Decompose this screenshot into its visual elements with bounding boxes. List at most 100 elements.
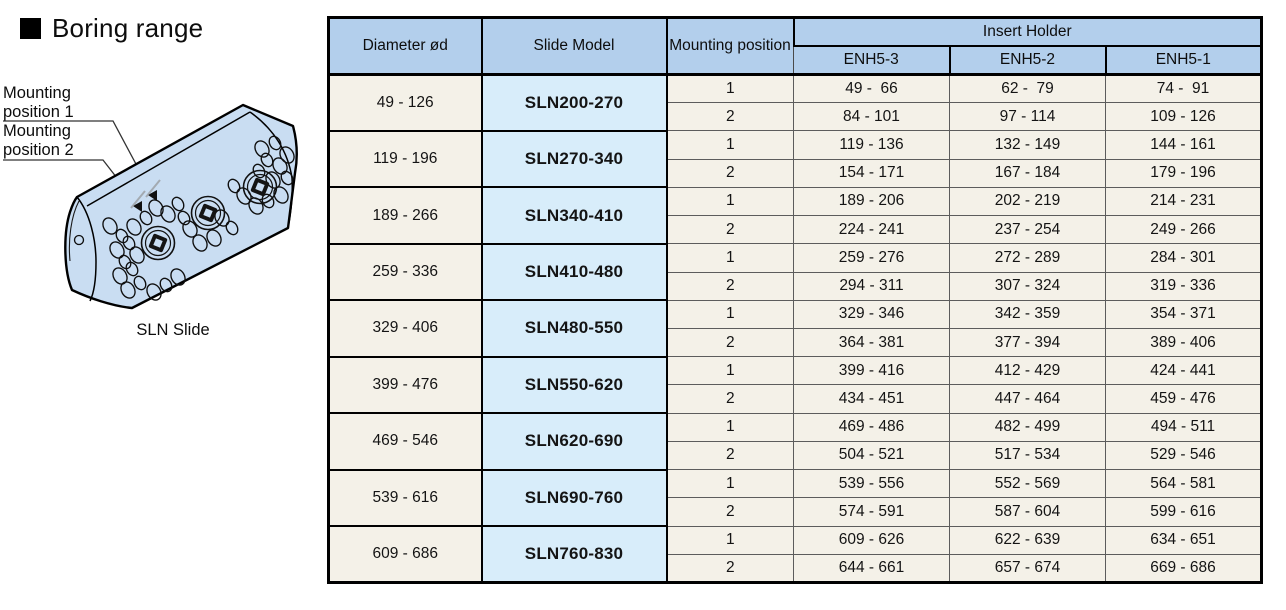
range-cell-enh5-1: 109 - 126: [1104, 102, 1263, 132]
range-cell-enh5-2: 377 - 394: [949, 327, 1106, 358]
marker-note-mark: [130, 190, 146, 209]
range-cell-enh5-1: 669 - 686: [1104, 553, 1263, 584]
slide-model-cell: SLN620-690: [481, 412, 668, 471]
range-cell-enh5-3: 644 - 661: [793, 553, 950, 584]
table-row: 2 644 - 661 657 - 674 669 - 686: [329, 553, 1263, 584]
table-row: 2 364 - 381 377 - 394 389 - 406: [329, 327, 1263, 358]
range-cell-enh5-1: 459 - 476: [1104, 384, 1263, 414]
range-cell-enh5-1: 179 - 196: [1104, 158, 1263, 188]
range-cell-enh5-2: 272 - 289: [949, 243, 1106, 273]
table-row: 399 - 476 SLN550-620 1 399 - 416 412 - 429 42…: [328, 355, 1263, 414]
insert-pockets-group: [140, 169, 278, 261]
range-cell-enh5-1: 494 - 511: [1104, 412, 1263, 442]
range-cell-enh5-3: 399 - 416: [793, 356, 950, 386]
range-cell-enh5-2: 447 - 464: [949, 384, 1106, 414]
range-cell-enh5-2: 412 - 429: [949, 356, 1106, 386]
mounting-position-cell: 1: [666, 525, 794, 555]
range-cell-enh5-2: 202 - 219: [949, 186, 1106, 217]
range-cell-enh5-1: 424 - 441: [1104, 356, 1263, 386]
section-title: Boring range: [20, 13, 203, 44]
diameter-cell: 259 - 336: [328, 242, 483, 301]
mounting-position-cell: 2: [666, 102, 794, 132]
range-cell-enh5-1: 74 - 91: [1104, 73, 1263, 104]
range-cell-enh5-3: 434 - 451: [793, 384, 950, 414]
range-cell-enh5-2: 657 - 674: [949, 553, 1106, 584]
end-cap-contour-line: [68, 200, 80, 262]
range-cell-enh5-3: 119 - 136: [793, 130, 950, 160]
insert-pocket: [242, 169, 278, 205]
range-cell-enh5-1: 284 - 301: [1104, 243, 1263, 273]
range-cell-enh5-2: 342 - 359: [949, 299, 1106, 329]
slide-model-cell: SLN340-410: [481, 186, 668, 245]
range-cell-enh5-3: 364 - 381: [793, 327, 950, 358]
marker-note-mark: [145, 179, 161, 198]
slide-model-cell: SLN200-270: [481, 73, 668, 132]
range-cell-enh5-3: 49 - 66: [793, 73, 950, 104]
table-row: 2 154 - 171 167 - 184 179 - 196: [329, 158, 1263, 188]
mounting-position-cell: 2: [666, 440, 794, 471]
range-cell-enh5-1: 144 - 161: [1104, 130, 1263, 160]
range-cell-enh5-1: 389 - 406: [1104, 327, 1263, 358]
slide-model-cell: SLN480-550: [481, 299, 668, 358]
diameter-cell: 539 - 616: [328, 468, 483, 527]
mounting-position-2-marker: [133, 201, 142, 212]
range-cell-enh5-2: 587 - 604: [949, 497, 1106, 527]
table-header: Diameter ød Slide Model Mounting positio…: [327, 16, 1263, 76]
range-cell-enh5-3: 504 - 521: [793, 440, 950, 471]
end-cap-edge-line: [76, 196, 97, 302]
diameter-cell: 329 - 406: [328, 299, 483, 358]
range-cell-enh5-1: 634 - 651: [1104, 525, 1263, 555]
mounting-position-cell: 1: [666, 469, 794, 499]
mounting-position-cell: 1: [666, 130, 794, 160]
range-cell-enh5-2: 62 - 79: [949, 73, 1106, 104]
range-cell-enh5-1: 599 - 616: [1104, 497, 1263, 527]
range-cell-enh5-2: 237 - 254: [949, 215, 1106, 245]
range-cell-enh5-1: 564 - 581: [1104, 469, 1263, 499]
mounting-position-2-label: Mounting position 2: [3, 122, 74, 159]
mounting-position-cell: 2: [666, 158, 794, 188]
range-cell-enh5-3: 189 - 206: [793, 186, 950, 217]
insert-pocket: [140, 225, 176, 261]
range-cell-enh5-2: 307 - 324: [949, 271, 1106, 301]
header-insert-holder: Insert Holder: [792, 16, 1263, 46]
table-row: 539 - 616 SLN690-760 1 539 - 556 552 - 569 56…: [328, 468, 1263, 527]
range-cell-enh5-1: 214 - 231: [1104, 186, 1263, 217]
mounting-position-cell: 1: [666, 243, 794, 273]
mounting-position-cell: 1: [666, 356, 794, 386]
range-cell-enh5-3: 329 - 346: [793, 299, 950, 329]
table-row: 2 574 - 591 587 - 604 599 - 616: [329, 497, 1263, 527]
section-title-text: Boring range: [52, 13, 204, 43]
diameter-cell: 119 - 196: [328, 129, 483, 188]
table-body: 49 - 126 SLN200-270 1 49 - 66 62 - 79 74 - 91…: [328, 73, 1263, 584]
table-row: 2 294 - 311 307 - 324 319 - 336: [329, 271, 1263, 301]
slide-model-cell: SLN550-620: [481, 355, 668, 414]
range-cell-enh5-2: 622 - 639: [949, 525, 1106, 555]
range-cell-enh5-3: 539 - 556: [793, 469, 950, 499]
range-cell-enh5-1: 249 - 266: [1104, 215, 1263, 245]
mounting-position-cell: 2: [666, 271, 794, 301]
range-cell-enh5-3: 224 - 241: [793, 215, 950, 245]
mounting-position-cell: 1: [666, 186, 794, 217]
slide-model-cell: SLN410-480: [481, 242, 668, 301]
table-row: 119 - 196 SLN270-340 1 119 - 136 132 - 149 14…: [328, 129, 1263, 188]
header-diameter: Diameter ød: [327, 16, 483, 76]
header-enh5-3: ENH5-3: [793, 44, 951, 76]
end-cap-hole: [73, 234, 85, 246]
diameter-cell: 49 - 126: [328, 73, 483, 132]
table-row: 189 - 266 SLN340-410 1 189 - 206 202 - 219 21…: [328, 186, 1263, 245]
range-cell-enh5-2: 167 - 184: [949, 158, 1106, 188]
table-row: 329 - 406 SLN480-550 1 329 - 346 342 - 359 35…: [328, 299, 1263, 358]
header-enh5-1: ENH5-1: [1104, 44, 1263, 76]
range-cell-enh5-3: 259 - 276: [793, 243, 950, 273]
diameter-cell: 399 - 476: [328, 355, 483, 414]
mounting-position-cell: 2: [666, 327, 794, 358]
table-row: 49 - 126 SLN200-270 1 49 - 66 62 - 79 74 - 91: [328, 73, 1263, 132]
range-cell-enh5-2: 97 - 114: [949, 102, 1106, 132]
table-row: 2 224 - 241 237 - 254 249 - 266: [329, 215, 1263, 245]
sln-slide-illustration: [3, 103, 298, 310]
mounting-position-cell: 2: [666, 497, 794, 527]
mounting-position-cell: 2: [666, 215, 794, 245]
range-cell-enh5-2: 517 - 534: [949, 440, 1106, 471]
range-cell-enh5-3: 574 - 591: [793, 497, 950, 527]
